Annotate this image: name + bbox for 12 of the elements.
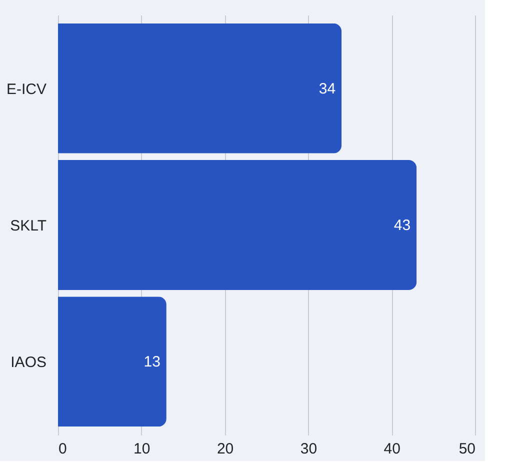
y-tick-label: IAOS <box>10 354 46 372</box>
x-tick-label: 40 <box>384 440 400 458</box>
y-tick-label: SKLT <box>10 218 46 234</box>
y-tick-label: E-ICV <box>6 80 46 98</box>
x-tick-label: 30 <box>300 440 318 458</box>
x-tick-label: 50 <box>458 440 476 458</box>
data-label: 34 <box>318 80 336 98</box>
x-tick-label: 10 <box>134 440 150 458</box>
x-tick-label: 20 <box>216 440 234 458</box>
data-label: 13 <box>144 354 160 371</box>
x-tick-label: 0 <box>58 440 67 458</box>
data-label: 43 <box>394 217 411 234</box>
